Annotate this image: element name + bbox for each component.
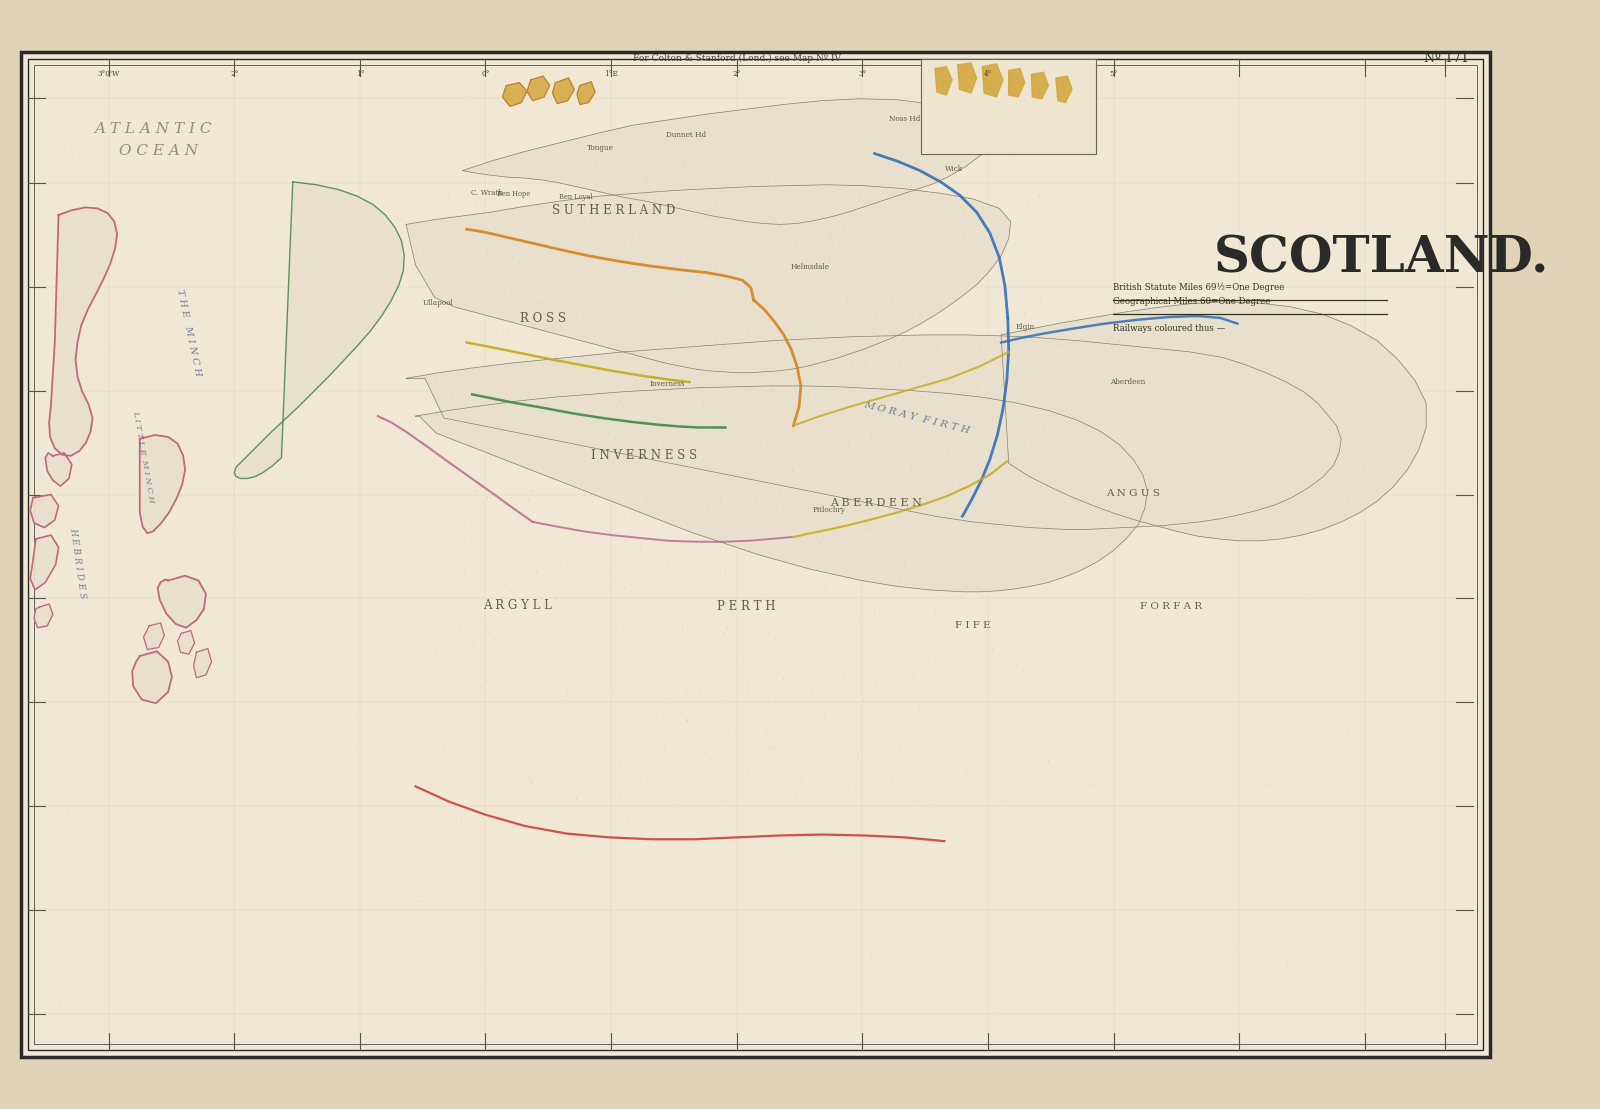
Polygon shape xyxy=(934,67,952,95)
Text: O C E A N: O C E A N xyxy=(118,144,198,159)
Text: For Colton & Stanford (Lond.) see Map Nº IV: For Colton & Stanford (Lond.) see Map Nº… xyxy=(632,53,840,62)
Text: 1°: 1° xyxy=(355,71,365,79)
Text: 1°E: 1°E xyxy=(605,71,618,79)
Polygon shape xyxy=(34,604,53,628)
Polygon shape xyxy=(45,452,72,486)
Polygon shape xyxy=(194,649,211,678)
Text: A T L A N T I C: A T L A N T I C xyxy=(94,122,211,135)
Text: British Statute Miles 69½=One Degree: British Statute Miles 69½=One Degree xyxy=(1112,283,1283,292)
Text: 0°: 0° xyxy=(482,71,490,79)
Text: A B E R D E E N: A B E R D E E N xyxy=(830,498,923,508)
Text: Aberdeen: Aberdeen xyxy=(1110,378,1146,386)
Polygon shape xyxy=(462,99,997,224)
Text: Noss Hd: Noss Hd xyxy=(890,114,920,122)
Text: 3°: 3° xyxy=(858,71,867,79)
Text: R O S S: R O S S xyxy=(520,313,566,325)
Text: M O R A Y  F I R T H: M O R A Y F I R T H xyxy=(862,400,970,435)
Polygon shape xyxy=(406,185,1011,373)
Polygon shape xyxy=(144,623,165,650)
Text: H E B R I D E S: H E B R I D E S xyxy=(69,528,86,600)
Text: Tongue: Tongue xyxy=(587,144,614,152)
Polygon shape xyxy=(158,576,206,628)
Text: A R G Y L L: A R G Y L L xyxy=(483,599,552,611)
Polygon shape xyxy=(1002,302,1426,541)
Text: Wick: Wick xyxy=(946,164,963,173)
Text: L I T T L E  M I N C H: L I T T L E M I N C H xyxy=(131,409,155,503)
Polygon shape xyxy=(133,651,171,703)
Polygon shape xyxy=(578,82,595,104)
Text: Elgin: Elgin xyxy=(1014,323,1034,332)
Text: S U T H E R L A N D: S U T H E R L A N D xyxy=(552,204,675,216)
Polygon shape xyxy=(982,64,1003,96)
Text: P E R T H: P E R T H xyxy=(717,600,776,613)
Text: F O R F A R: F O R F A R xyxy=(1141,602,1202,611)
Text: Nº 171: Nº 171 xyxy=(1424,51,1469,64)
Text: Ben Loyal: Ben Loyal xyxy=(560,193,594,201)
Text: Railways coloured thus —: Railways coloured thus — xyxy=(1112,324,1226,333)
Text: 2°: 2° xyxy=(733,71,741,79)
Text: F I F E: F I F E xyxy=(955,621,990,630)
Polygon shape xyxy=(502,83,526,106)
Polygon shape xyxy=(30,536,59,590)
Polygon shape xyxy=(416,386,1147,592)
Polygon shape xyxy=(234,182,405,478)
Text: Geographical Miles 60=One Degree: Geographical Miles 60=One Degree xyxy=(1112,297,1270,306)
Polygon shape xyxy=(178,631,195,654)
Text: A N G U S: A N G U S xyxy=(1107,489,1160,498)
Text: Inverness: Inverness xyxy=(650,380,685,388)
Polygon shape xyxy=(1008,69,1024,96)
Text: SCOTLAND.: SCOTLAND. xyxy=(1214,235,1549,284)
Text: Pitlochry: Pitlochry xyxy=(813,507,846,515)
Text: Helmsdale: Helmsdale xyxy=(790,263,830,271)
Text: C. Wrath: C. Wrath xyxy=(472,190,504,197)
Polygon shape xyxy=(958,63,976,93)
Bar xyxy=(922,59,1096,153)
Text: T H E   M I N C H: T H E M I N C H xyxy=(176,289,203,377)
Polygon shape xyxy=(552,78,574,103)
Text: 3°0'W: 3°0'W xyxy=(98,71,120,79)
Text: 5°: 5° xyxy=(1109,71,1118,79)
Polygon shape xyxy=(30,495,59,528)
Polygon shape xyxy=(1056,77,1072,102)
Polygon shape xyxy=(139,435,186,533)
Polygon shape xyxy=(526,77,550,101)
Text: Ben Hope: Ben Hope xyxy=(498,190,531,199)
Polygon shape xyxy=(406,335,1341,529)
Text: 4°: 4° xyxy=(984,71,992,79)
Polygon shape xyxy=(50,207,117,456)
Polygon shape xyxy=(1032,72,1048,99)
Text: I N V E R N E S S: I N V E R N E S S xyxy=(590,449,698,462)
Text: Dunnet Hd: Dunnet Hd xyxy=(666,131,706,139)
Text: Ullapool: Ullapool xyxy=(422,298,454,307)
Text: 2°: 2° xyxy=(230,71,238,79)
